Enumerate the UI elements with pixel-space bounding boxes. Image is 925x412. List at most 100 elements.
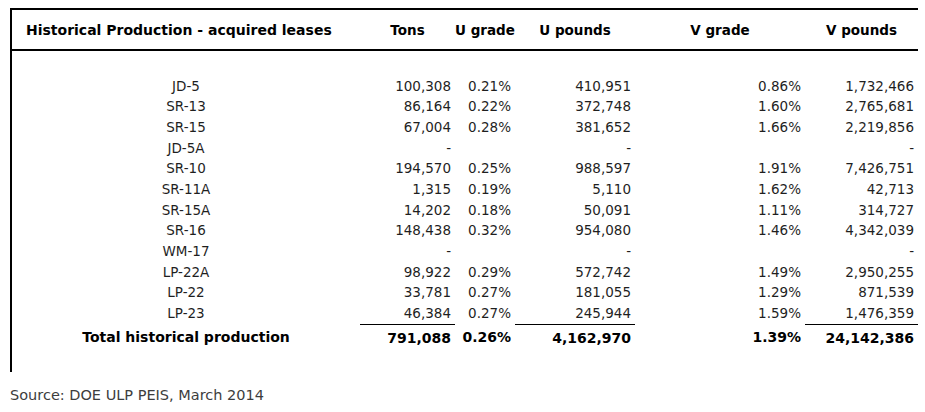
u-pounds-value: 372,748 xyxy=(515,97,635,118)
u-pounds-value: 50,091 xyxy=(515,200,635,221)
v-pounds-value: 4,342,039 xyxy=(805,221,918,242)
u-grade-value: 0.27% xyxy=(455,283,515,304)
u-grade-value xyxy=(455,138,515,159)
v-pounds-value: 1,476,359 xyxy=(805,304,918,325)
tons-value: 33,781 xyxy=(360,283,455,304)
tons-value: 148,438 xyxy=(360,221,455,242)
total-v-pounds: 24,142,386 xyxy=(805,324,918,350)
u-pounds-value: 5,110 xyxy=(515,179,635,200)
column-header-u-grade: U grade xyxy=(455,10,515,50)
table-header: Historical Production - acquired leases … xyxy=(12,10,918,50)
v-grade-value: 1.29% xyxy=(635,283,805,304)
tons-value: - xyxy=(360,242,455,263)
header-row: Historical Production - acquired leases … xyxy=(12,10,918,50)
v-grade-value: 1.62% xyxy=(635,179,805,200)
column-header-v-pounds: V pounds xyxy=(805,10,918,50)
lease-name: WM-17 xyxy=(12,242,360,263)
v-grade-value: 1.46% xyxy=(635,221,805,242)
v-grade-value: 1.11% xyxy=(635,200,805,221)
lease-name: SR-13 xyxy=(12,97,360,118)
historical-production-table: Historical Production - acquired leases … xyxy=(10,8,918,372)
v-grade-value: 1.66% xyxy=(635,117,805,138)
u-pounds-value: 245,944 xyxy=(515,304,635,325)
table-row: LP-23 46,384 0.27% 245,944 1.59% 1,476,3… xyxy=(12,304,918,325)
u-pounds-value: 410,951 xyxy=(515,76,635,97)
v-pounds-value: 2,219,856 xyxy=(805,117,918,138)
source-note: Source: DOE ULP PEIS, March 2014 xyxy=(10,387,264,403)
table-row: LP-22 33,781 0.27% 181,055 1.29% 871,539 xyxy=(12,283,918,304)
table-row: SR-13 86,164 0.22% 372,748 1.60% 2,765,6… xyxy=(12,97,918,118)
lease-name: SR-10 xyxy=(12,159,360,180)
u-grade-value: 0.32% xyxy=(455,221,515,242)
tons-value: 46,384 xyxy=(360,304,455,325)
table-row: SR-10 194,570 0.25% 988,597 1.91% 7,426,… xyxy=(12,159,918,180)
tons-value: 86,164 xyxy=(360,97,455,118)
column-header-u-pounds: U pounds xyxy=(515,10,635,50)
lease-name: LP-22 xyxy=(12,283,360,304)
table-title: Historical Production - acquired leases xyxy=(12,10,360,50)
u-grade-value: 0.18% xyxy=(455,200,515,221)
v-grade-value: 1.49% xyxy=(635,262,805,283)
lease-name: JD-5 xyxy=(12,76,360,97)
u-grade-value: 0.27% xyxy=(455,304,515,325)
v-pounds-value: 7,426,751 xyxy=(805,159,918,180)
u-grade-value: 0.21% xyxy=(455,76,515,97)
table-row: SR-15 67,004 0.28% 381,652 1.66% 2,219,8… xyxy=(12,117,918,138)
v-grade-value: 1.59% xyxy=(635,304,805,325)
tons-value: 14,202 xyxy=(360,200,455,221)
u-grade-value: 0.28% xyxy=(455,117,515,138)
tons-value: 98,922 xyxy=(360,262,455,283)
lease-name: JD-5A xyxy=(12,138,360,159)
table-row: SR-16 148,438 0.32% 954,080 1.46% 4,342,… xyxy=(12,221,918,242)
table-row: WM-17 - - - xyxy=(12,242,918,263)
spacer-row xyxy=(12,350,918,372)
total-u-pounds: 4,162,970 xyxy=(515,324,635,350)
total-tons: 791,088 xyxy=(360,324,455,350)
table-row: SR-11A 1,315 0.19% 5,110 1.62% 42,713 xyxy=(12,179,918,200)
table-row: JD-5 100,308 0.21% 410,951 0.86% 1,732,4… xyxy=(12,76,918,97)
production-data-table: Historical Production - acquired leases … xyxy=(12,10,918,372)
lease-name: SR-11A xyxy=(12,179,360,200)
total-u-grade: 0.26% xyxy=(455,324,515,350)
v-pounds-value: 871,539 xyxy=(805,283,918,304)
u-grade-value: 0.19% xyxy=(455,179,515,200)
u-pounds-value: 988,597 xyxy=(515,159,635,180)
column-header-v-grade: V grade xyxy=(635,10,805,50)
u-pounds-value: 954,080 xyxy=(515,221,635,242)
v-pounds-value: 2,765,681 xyxy=(805,97,918,118)
v-pounds-value: - xyxy=(805,242,918,263)
total-row: Total historical production 791,088 0.26… xyxy=(12,324,918,350)
v-pounds-value: 2,950,255 xyxy=(805,262,918,283)
total-label: Total historical production xyxy=(12,324,360,350)
v-grade-value: 1.60% xyxy=(635,97,805,118)
v-pounds-value: 314,727 xyxy=(805,200,918,221)
u-pounds-value: 572,742 xyxy=(515,262,635,283)
tons-value: 67,004 xyxy=(360,117,455,138)
v-pounds-value: 1,732,466 xyxy=(805,76,918,97)
spacer-row xyxy=(12,50,918,76)
tons-value: 1,315 xyxy=(360,179,455,200)
table-row: SR-15A 14,202 0.18% 50,091 1.11% 314,727 xyxy=(12,200,918,221)
u-pounds-value: 381,652 xyxy=(515,117,635,138)
u-pounds-value: - xyxy=(515,242,635,263)
tons-value: 194,570 xyxy=(360,159,455,180)
tons-value: 100,308 xyxy=(360,76,455,97)
lease-name: SR-15A xyxy=(12,200,360,221)
table-row: LP-22A 98,922 0.29% 572,742 1.49% 2,950,… xyxy=(12,262,918,283)
u-pounds-value: 181,055 xyxy=(515,283,635,304)
column-header-tons: Tons xyxy=(360,10,455,50)
v-grade-value: 0.86% xyxy=(635,76,805,97)
tons-value: - xyxy=(360,138,455,159)
v-grade-value xyxy=(635,138,805,159)
v-pounds-value: - xyxy=(805,138,918,159)
table-row: JD-5A - - - xyxy=(12,138,918,159)
u-grade-value: 0.25% xyxy=(455,159,515,180)
u-grade-value: 0.29% xyxy=(455,262,515,283)
lease-name: LP-22A xyxy=(12,262,360,283)
total-v-grade: 1.39% xyxy=(635,324,805,350)
u-grade-value xyxy=(455,242,515,263)
u-pounds-value: - xyxy=(515,138,635,159)
v-grade-value xyxy=(635,242,805,263)
lease-name: SR-15 xyxy=(12,117,360,138)
u-grade-value: 0.22% xyxy=(455,97,515,118)
